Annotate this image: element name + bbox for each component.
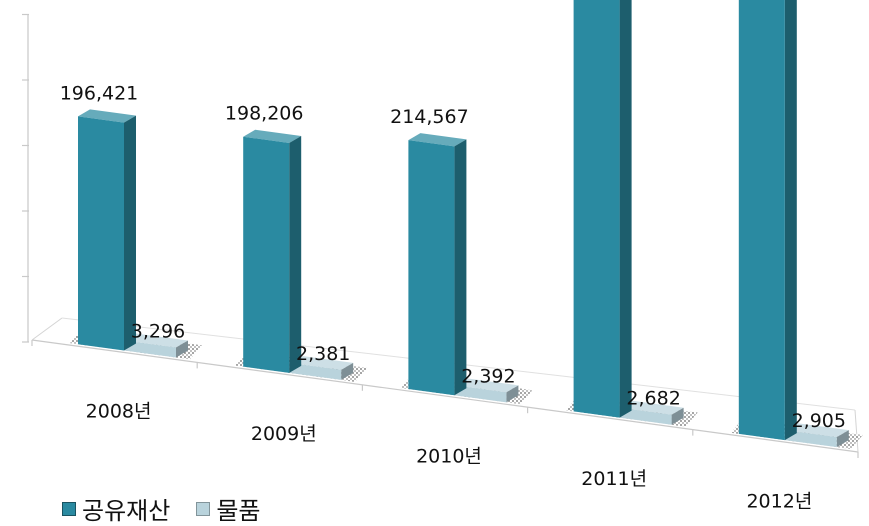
bar-goods [124,333,188,358]
data-label-public-property: 196,421 [60,82,139,104]
bar-goods-side [341,362,354,380]
bar-public-property [408,133,467,396]
bar-goods-top [289,355,354,370]
bar-goods-side [836,430,849,448]
legend-swatch-public-property [62,501,76,516]
category-label: 2011년 [581,468,647,490]
bar-public-property-side [784,0,797,441]
bar-public-property [573,0,632,418]
bar-goods [784,423,849,448]
bar-public-property-side [454,139,467,396]
bar-goods-front [454,385,507,403]
category-label: 2010년 [416,446,482,468]
legend-swatch-goods [196,501,211,516]
bar-goods [454,378,519,403]
bar-public-property-side [289,135,302,373]
bar-goods-top [619,400,684,415]
legend-label-goods: 물품 [216,497,261,525]
bar-goods [289,355,354,380]
bar-goods-side [176,340,188,358]
bar-goods [619,400,684,425]
category-label: 2012년 [746,490,812,512]
bar-public-property-side [619,0,632,418]
bars [78,0,849,448]
bar-goods-front [124,340,176,358]
legend-item-public-property: 공유재산 [62,491,170,526]
bar-public-property-front [78,116,124,351]
bar-public-property-front [243,136,290,373]
bar-public-property [243,129,302,373]
legend-item-goods: 물품 [196,491,261,526]
data-label-goods: 2,905 [792,410,846,432]
bar-goods-front [784,430,837,448]
bar-goods-front [619,407,672,425]
legend: 공유재산 물품 [62,491,287,526]
floor-left-edge [31,317,63,341]
data-label-goods: 2,392 [461,365,515,387]
bar-public-property [78,109,136,351]
category-labels: 2008년 2009년 2010년 2011년 2012년 [86,401,813,513]
bar-public-property [738,0,797,441]
x-axis-front-line [31,339,859,453]
data-label-public-property: 214,567 [390,106,469,128]
category-label: 2008년 [86,401,152,423]
category-label: 2009년 [251,423,317,445]
bar-goods-side [506,385,519,403]
bar-goods-top [784,423,849,438]
bar-goods-front [289,362,342,380]
bar-public-property-front [738,0,785,441]
data-label-goods: 2,682 [626,388,680,410]
legend-label-public-property: 공유재산 [82,497,171,525]
bar-public-property-front [573,0,620,418]
bar-goods-top [454,378,519,393]
bar-public-property-top [408,133,467,147]
data-labels: 196,4213,296198,2062,381214,5672,392463,… [60,82,846,432]
bar-public-property-front [408,140,455,396]
data-label-goods: 3,296 [131,320,185,342]
data-label-goods: 2,381 [296,343,350,365]
bar-public-property-top [78,109,136,123]
bar-public-property-side [124,115,136,351]
bar-public-property-top [243,129,302,143]
bar-goods-side [671,407,684,425]
bar-goods-top [124,333,188,348]
data-label-public-property: 198,206 [225,103,304,125]
floor-right-edge [854,409,859,453]
